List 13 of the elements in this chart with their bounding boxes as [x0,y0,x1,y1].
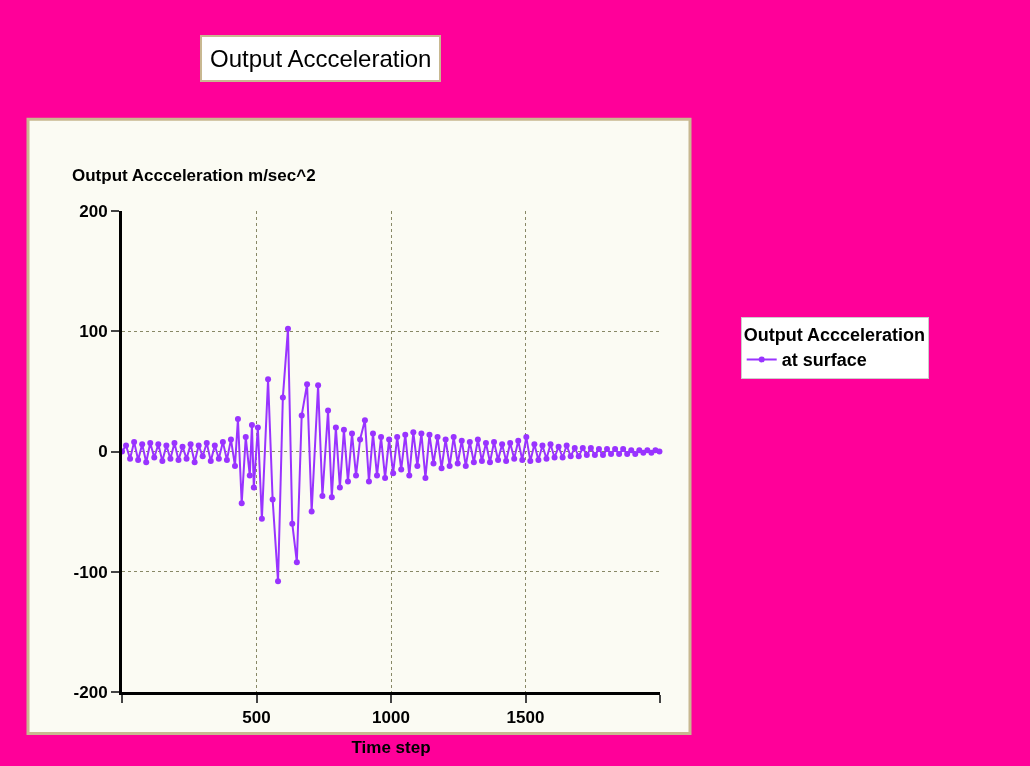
legend-label: at surface [781,350,867,371]
legend-title: Output Accceleration [743,325,926,346]
x-axis-title: Time step [351,737,431,757]
chart-title: Output Accceleration [210,45,432,72]
y-tick-label: -200 [73,682,108,702]
x-tick-label: 1000 [372,708,410,728]
y-tick-label: -100 [73,562,108,582]
y-axis-title: Output Accceleration m/sec^2 [72,166,316,185]
x-tick-label: 500 [242,708,271,728]
y-tick-label: 100 [79,322,108,342]
y-tick-label: 0 [98,442,108,462]
y-tick-label: 200 [79,201,108,221]
x-tick-label: 1500 [506,708,545,728]
